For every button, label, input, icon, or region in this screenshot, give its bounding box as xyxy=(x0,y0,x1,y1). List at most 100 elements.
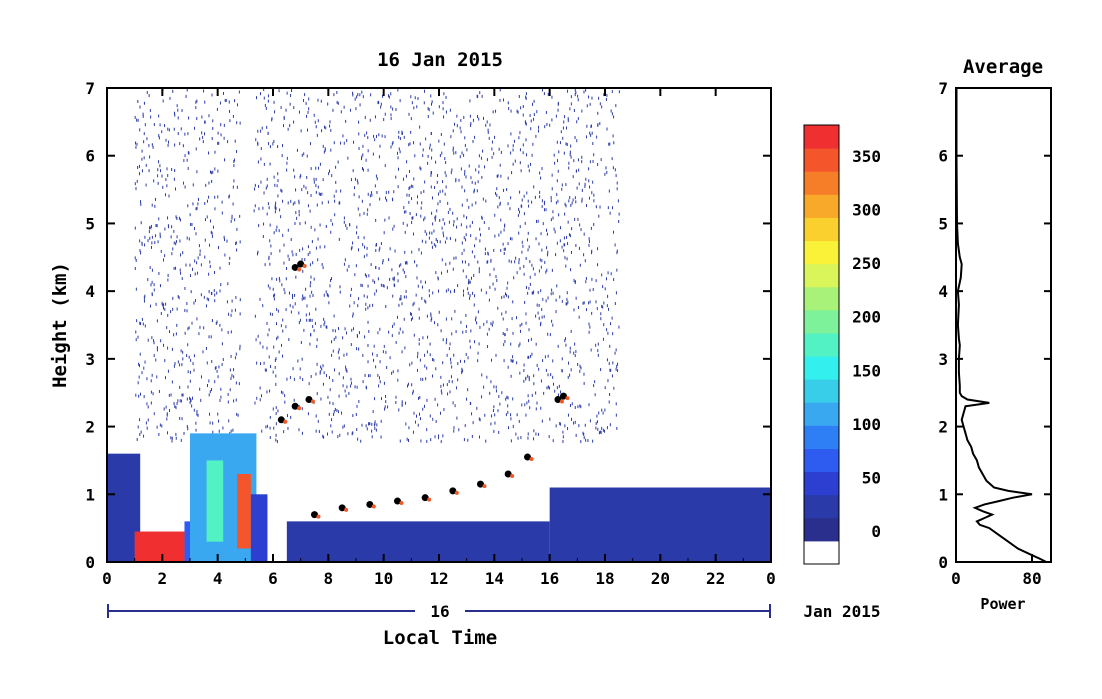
drizzle-speck xyxy=(321,263,323,267)
drizzle-speck xyxy=(527,231,529,235)
drizzle-speck xyxy=(413,411,415,415)
drizzle-speck xyxy=(342,134,344,138)
drizzle-speck xyxy=(419,395,421,399)
drizzle-speck xyxy=(531,263,533,267)
drizzle-speck xyxy=(477,351,479,355)
drizzle-speck xyxy=(417,284,419,288)
drizzle-speck xyxy=(434,397,436,401)
drizzle-speck xyxy=(616,181,618,185)
cloud-core-3-1 xyxy=(565,396,570,401)
drizzle-speck xyxy=(529,260,531,264)
drizzle-speck xyxy=(363,236,365,240)
drizzle-speck xyxy=(487,252,489,256)
backscatter-region-8 xyxy=(549,487,771,562)
drizzle-speck xyxy=(164,227,166,231)
drizzle-speck xyxy=(145,163,147,167)
drizzle-speck xyxy=(267,131,269,135)
drizzle-speck xyxy=(292,253,294,257)
drizzle-speck xyxy=(163,343,165,347)
drizzle-speck xyxy=(283,288,285,292)
drizzle-speck xyxy=(419,125,421,129)
drizzle-speck xyxy=(595,300,597,304)
drizzle-speck xyxy=(562,136,564,140)
drizzle-speck xyxy=(409,185,411,189)
drizzle-speck xyxy=(614,243,616,247)
drizzle-speck xyxy=(447,201,449,205)
drizzle-speck xyxy=(442,101,444,105)
drizzle-speck xyxy=(575,350,577,354)
drizzle-speck xyxy=(451,380,453,384)
drizzle-speck xyxy=(356,385,358,389)
drizzle-speck xyxy=(332,328,334,332)
drizzle-speck xyxy=(153,341,155,345)
drizzle-speck xyxy=(193,227,195,231)
drizzle-speck xyxy=(472,421,474,425)
drizzle-speck xyxy=(528,378,530,382)
drizzle-speck xyxy=(592,142,594,146)
drizzle-speck xyxy=(256,361,258,365)
drizzle-speck xyxy=(207,383,209,387)
drizzle-speck xyxy=(353,140,355,144)
drizzle-speck xyxy=(509,207,511,211)
drizzle-speck xyxy=(525,312,527,316)
heatmap-y-tick-label: 2 xyxy=(85,418,95,437)
drizzle-speck xyxy=(217,131,219,135)
drizzle-speck xyxy=(566,257,568,261)
drizzle-speck xyxy=(274,110,276,114)
drizzle-speck xyxy=(441,151,443,155)
drizzle-speck xyxy=(277,309,279,313)
drizzle-speck xyxy=(142,112,144,116)
drizzle-speck xyxy=(193,301,195,305)
drizzle-speck xyxy=(187,132,189,136)
drizzle-speck xyxy=(208,335,210,339)
drizzle-speck xyxy=(233,179,235,183)
drizzle-speck xyxy=(472,291,474,295)
cloud-core-2-1 xyxy=(302,264,307,269)
drizzle-speck xyxy=(376,134,378,138)
drizzle-speck xyxy=(585,438,587,442)
drizzle-speck xyxy=(143,156,145,160)
drizzle-speck xyxy=(435,367,437,371)
drizzle-speck xyxy=(221,363,223,367)
drizzle-speck xyxy=(590,124,592,128)
drizzle-speck xyxy=(189,379,191,383)
drizzle-speck xyxy=(331,418,333,422)
drizzle-speck xyxy=(450,361,452,365)
drizzle-speck xyxy=(454,122,456,126)
drizzle-speck xyxy=(522,151,524,155)
drizzle-speck xyxy=(136,319,138,323)
drizzle-speck xyxy=(599,102,601,106)
drizzle-speck xyxy=(474,244,476,248)
drizzle-speck xyxy=(435,238,437,242)
drizzle-speck xyxy=(360,157,362,161)
drizzle-speck xyxy=(192,362,194,366)
drizzle-speck xyxy=(612,361,614,365)
drizzle-speck xyxy=(430,173,432,177)
drizzle-speck xyxy=(161,301,163,305)
drizzle-speck xyxy=(462,330,464,334)
drizzle-speck xyxy=(383,118,385,122)
drizzle-speck xyxy=(568,233,570,237)
drizzle-speck xyxy=(190,399,192,403)
drizzle-speck xyxy=(425,377,427,381)
drizzle-speck xyxy=(409,312,411,316)
drizzle-speck xyxy=(367,320,369,324)
drizzle-speck xyxy=(493,385,495,389)
drizzle-speck xyxy=(314,322,316,326)
drizzle-speck xyxy=(290,415,292,419)
drizzle-speck xyxy=(610,322,612,326)
drizzle-speck xyxy=(328,301,330,305)
drizzle-speck xyxy=(490,322,492,326)
drizzle-speck xyxy=(202,140,204,144)
drizzle-speck xyxy=(510,413,512,417)
drizzle-speck xyxy=(330,424,332,428)
drizzle-speck xyxy=(606,93,608,97)
drizzle-speck xyxy=(292,367,294,371)
drizzle-speck xyxy=(229,109,231,113)
drizzle-speck xyxy=(307,245,309,249)
cloud-mark-2-1 xyxy=(297,260,305,268)
drizzle-speck xyxy=(339,285,341,289)
drizzle-speck xyxy=(541,88,543,92)
drizzle-speck xyxy=(591,131,593,135)
drizzle-speck xyxy=(138,362,140,366)
